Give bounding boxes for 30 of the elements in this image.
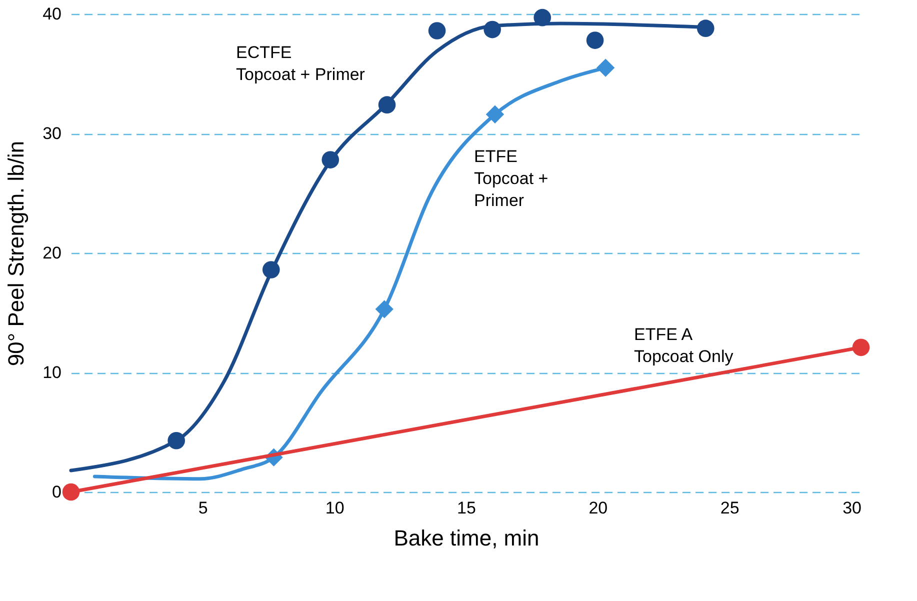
point	[484, 20, 501, 38]
point	[168, 432, 185, 450]
point	[486, 105, 504, 124]
y-tick-label: 0	[52, 482, 62, 502]
point	[378, 96, 396, 114]
y-axis-title: 90° Peel Strength. lb/in	[4, 140, 29, 366]
y-tick-label: 20	[42, 244, 62, 262]
x-tick-label: 5	[198, 498, 208, 518]
point	[696, 20, 714, 37]
point	[534, 8, 552, 26]
point	[262, 261, 280, 278]
x-tick-label: 30	[842, 498, 862, 518]
y-tick-label: 10	[42, 363, 62, 382]
series-label: ECTFE Topcoat + Primer	[236, 43, 366, 84]
series-label: ETFE A Topcoat Only	[634, 325, 734, 366]
series-label: ETFE Topcoat + Primer	[474, 147, 548, 210]
y-tick-label: 40	[42, 4, 62, 24]
point	[586, 32, 604, 49]
x-tick-label: 25	[720, 498, 740, 518]
x-axis-title: Bake time, min	[394, 526, 540, 550]
y-tick-label: 30	[42, 124, 62, 143]
point	[596, 58, 615, 77]
point	[322, 151, 340, 168]
point	[62, 483, 80, 501]
point	[375, 300, 394, 318]
point	[428, 22, 446, 40]
x-tick-label: 15	[457, 498, 476, 518]
point	[852, 338, 870, 356]
x-tick-label: 10	[325, 498, 344, 518]
x-tick-label: 20	[588, 498, 608, 518]
